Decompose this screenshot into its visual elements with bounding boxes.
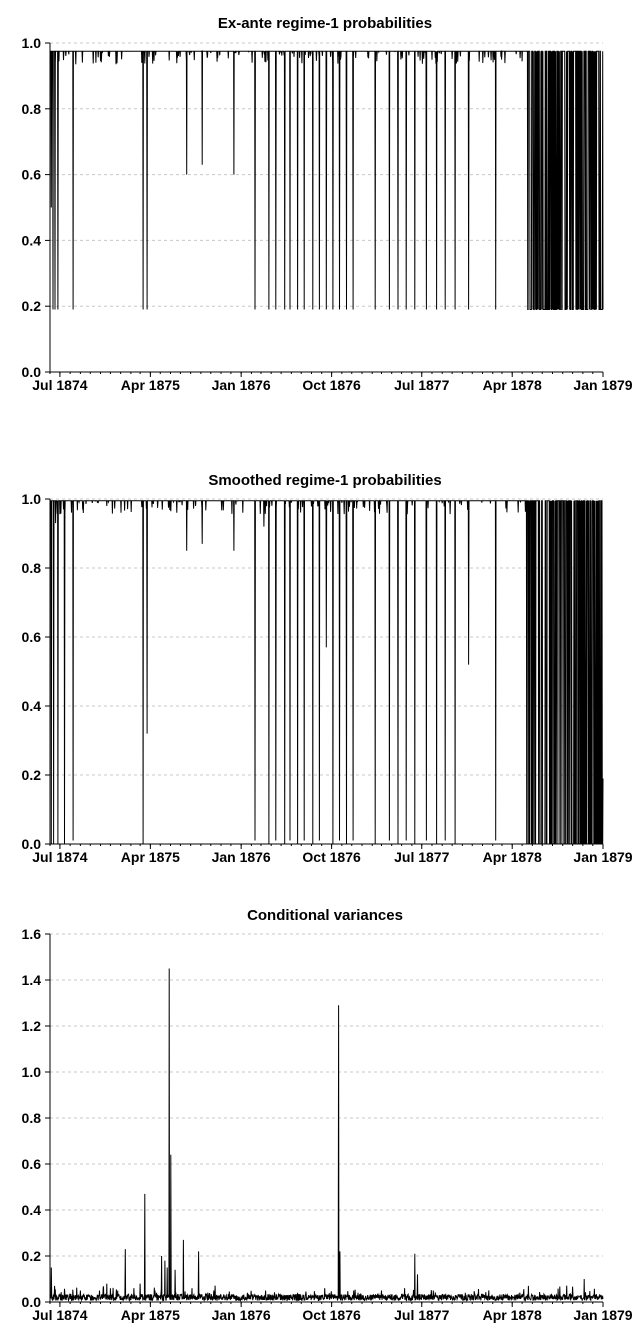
- y-tick-label: 0.0: [22, 836, 42, 852]
- y-tick-label: 1.0: [22, 1064, 42, 1080]
- chart-title: Conditional variances: [247, 907, 403, 924]
- y-tick-label: 1.0: [22, 491, 42, 507]
- y-tick-label: 0.6: [22, 1156, 42, 1172]
- y-tick-label: 1.6: [22, 926, 42, 942]
- y-tick-label: 0.2: [22, 1248, 42, 1264]
- x-tick-label: Apr 1878: [483, 849, 542, 865]
- y-tick-label: 1.4: [22, 972, 42, 988]
- y-tick-label: 0.4: [22, 232, 42, 248]
- x-tick-label: Jan 1876: [212, 1307, 271, 1323]
- x-tick-label: Jul 1874: [32, 849, 87, 865]
- x-tick-label: Jul 1874: [32, 377, 87, 393]
- y-tick-label: 1.2: [22, 1018, 42, 1034]
- x-tick-label: Jan 1879: [573, 377, 632, 393]
- y-tick-label: 0.8: [22, 560, 42, 576]
- x-tick-label: Apr 1875: [121, 1307, 180, 1323]
- series-line: [50, 499, 604, 845]
- y-tick-label: 0.0: [22, 1294, 42, 1310]
- x-tick-label: Apr 1878: [483, 1307, 542, 1323]
- y-tick-label: 0.8: [22, 1110, 42, 1126]
- x-tick-label: Jan 1876: [212, 849, 271, 865]
- chart-ex-ante: Ex-ante regime-1 probabilities 0.0 0.2 0.4…: [22, 15, 633, 393]
- series-line: [49, 968, 604, 1303]
- y-tick-label: 0.2: [22, 767, 42, 783]
- x-tick-label: Oct 1876: [302, 849, 361, 865]
- y-tick-label: 0.6: [22, 629, 42, 645]
- y-tick-label: 0.4: [22, 1202, 42, 1218]
- y-tick-label: 0.0: [22, 364, 42, 380]
- plot-area-smoothed: 0.0 0.2 0.4 0.6 0.8 1.0 Jul 1874 Apr 1875 Jan 18…: [22, 491, 633, 865]
- series-line: [50, 49, 604, 310]
- y-tick-label: 1.0: [22, 35, 42, 51]
- x-tick-label: Jan 1876: [212, 377, 271, 393]
- plot-area-ex-ante: 0.0 0.2 0.4 0.6 0.8 1.0 Jul 1874 Apr 1875 Jan 18…: [22, 35, 633, 393]
- x-tick-label: Apr 1875: [121, 377, 180, 393]
- x-tick-label: Jan 1879: [573, 849, 632, 865]
- y-tick-label: 0.8: [22, 101, 42, 117]
- x-tick-label: Jul 1877: [394, 849, 449, 865]
- chart-title: Ex-ante regime-1 probabilities: [218, 15, 432, 32]
- x-tick-label: Jul 1877: [394, 1307, 449, 1323]
- y-tick-label: 0.2: [22, 298, 42, 314]
- x-tick-label: Jan 1879: [573, 1307, 632, 1323]
- x-tick-label: Apr 1875: [121, 849, 180, 865]
- x-tick-label: Jul 1874: [32, 1307, 87, 1323]
- chart-title: Smoothed regime-1 probabilities: [208, 472, 441, 489]
- x-tick-label: Oct 1876: [302, 1307, 361, 1323]
- y-tick-label: 0.6: [22, 167, 42, 183]
- x-tick-label: Oct 1876: [302, 377, 361, 393]
- plot-area-conditional-variances: 0.0 0.2 0.4 0.6 0.8 1.0 1.2 1.4 1.6 Jul 1874 Apr 1…: [22, 926, 633, 1323]
- chart-conditional-variances: Conditional variances 0.0 0.2 0.4 0.6 0.8 1.0…: [22, 907, 633, 1323]
- x-tick-label: Jul 1877: [394, 377, 449, 393]
- y-tick-label: 0.4: [22, 698, 42, 714]
- x-tick-label: Apr 1878: [483, 377, 542, 393]
- chart-smoothed: Smoothed regime-1 probabilities 0.00.20.…: [22, 472, 633, 865]
